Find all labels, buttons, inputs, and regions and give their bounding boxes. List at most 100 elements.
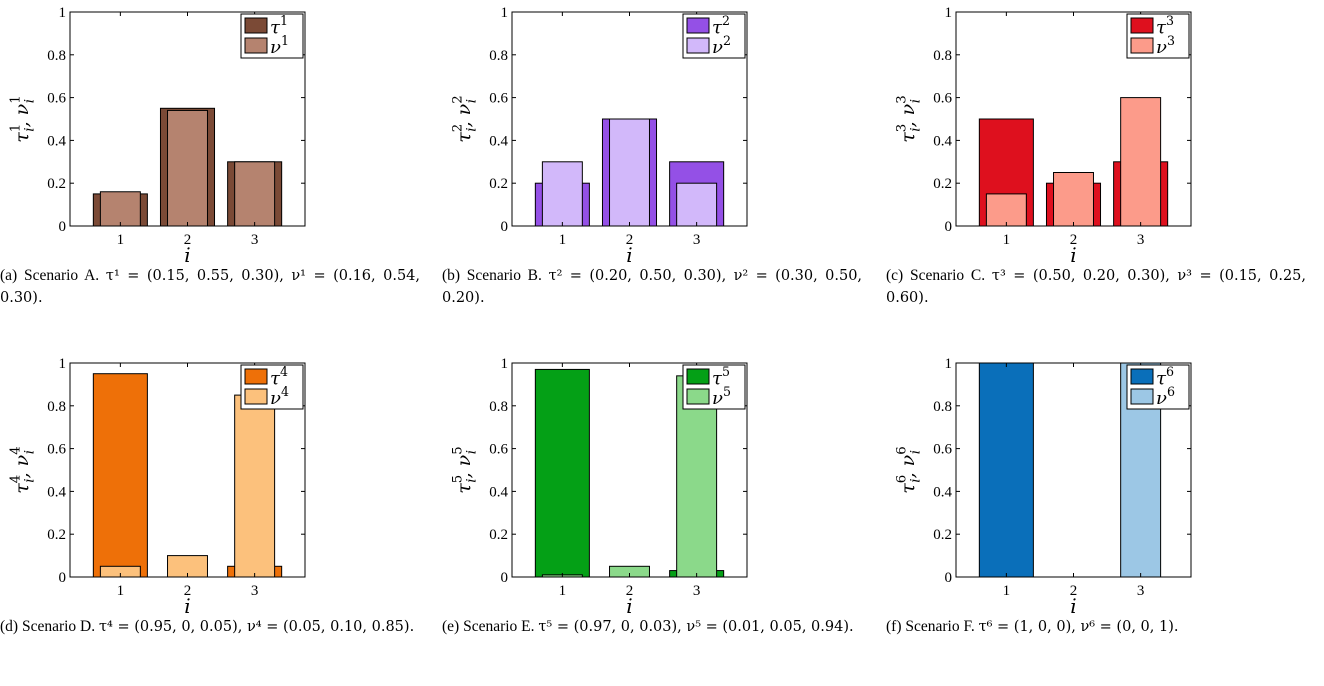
legend-label: τ6​ xyxy=(1156,364,1174,389)
bar-nu-2 xyxy=(1053,172,1094,227)
y-tick-label: 0.6 xyxy=(47,442,66,458)
bar-nu-1 xyxy=(541,161,583,227)
x-tick-label: 1 xyxy=(1003,232,1011,248)
legend-label: τ3​ xyxy=(1156,13,1174,38)
x-axis-label: i xyxy=(626,243,632,267)
y-tick-label: 0.6 xyxy=(47,91,66,107)
y-tick-label: 1 xyxy=(945,356,953,372)
caption-e: (e) Scenario E. τ⁵ = (0.97, 0, 0.03), ν⁵… xyxy=(442,616,862,638)
legend-swatch xyxy=(686,368,710,385)
x-tick-label: 3 xyxy=(251,232,259,248)
bar-chart-c: 0 0.2 0.4 0.6 0.8 1 1 2 3 i τ3i​, ν3i​ τ3​ν3​ xyxy=(894,5,1192,267)
bar-chart-f: 0 0.2 0.4 0.6 0.8 1 1 2 3 i τ6i​, ν6i​ τ6​ν6​ xyxy=(894,356,1192,618)
bar-chart-d: 0 0.2 0.4 0.6 0.8 1 1 2 3 i τ4i​, ν4i​ τ4​ν4​ xyxy=(8,356,306,618)
caption-label: (d) Scenario D. xyxy=(0,618,96,635)
x-tick-label: 1 xyxy=(117,232,125,248)
plot-border xyxy=(69,11,306,227)
y-tick-label: 0.4 xyxy=(47,133,66,149)
chart-panel-f: 0 0.2 0.4 0.6 0.8 1 1 2 3 i τ6i​, ν6i​ τ6​ν6​ (f) S… xyxy=(886,351,1316,681)
caption-text: τ⁶ = (1, 0, 0), ν⁶ = (0, 0, 1). xyxy=(978,619,1179,635)
y-tick-label: 0 xyxy=(59,219,67,235)
y-axis-label: τ3i​, ν3i​ xyxy=(894,95,923,142)
x-axis-label: i xyxy=(1070,594,1076,618)
legend-swatch xyxy=(244,37,268,54)
x-axis-label: i xyxy=(184,594,190,618)
y-axis-label: τ6i​, ν6i​ xyxy=(894,446,923,493)
bar-tau-1 xyxy=(978,362,1034,578)
caption-a: (a) Scenario A. τ¹ = (0.15, 0.55, 0.30),… xyxy=(0,265,420,309)
x-tick-label: 3 xyxy=(693,232,701,248)
y-tick-label: 0.4 xyxy=(489,484,508,500)
bar-chart-e: 0 0.2 0.4 0.6 0.8 1 1 2 3 i τ5i​, ν5i​ τ5​ν5​ xyxy=(450,356,748,618)
y-tick-label: 1 xyxy=(501,356,509,372)
y-tick-label: 0.4 xyxy=(47,484,66,500)
x-tick-label: 2 xyxy=(626,232,634,248)
caption-text: τ² = (0.20, 0.50, 0.30), ν² = (0.30, 0.5… xyxy=(442,268,863,306)
plot-border xyxy=(69,362,306,578)
y-axis-label: τ1i​, ν1i​ xyxy=(8,95,37,142)
y-tick-label: 0.8 xyxy=(489,48,508,64)
caption-text: τ⁵ = (0.97, 0, 0.03), ν⁵ = (0.01, 0.05, … xyxy=(538,619,854,635)
y-tick-label: 0.2 xyxy=(933,176,952,192)
y-tick-label: 0 xyxy=(501,219,509,235)
y-axis-label: τ2i​, ν2i​ xyxy=(450,95,479,142)
legend-label: ν4​ xyxy=(270,384,289,409)
x-tick-label: 2 xyxy=(184,583,192,599)
x-tick-label: 1 xyxy=(1003,583,1011,599)
bar-tau-1 xyxy=(534,368,590,578)
legend-label: ν5​ xyxy=(712,384,731,409)
x-tick-label: 1 xyxy=(117,583,125,599)
caption-text: τ³ = (0.50, 0.20, 0.30), ν³ = (0.15, 0.2… xyxy=(886,268,1307,306)
legend-label: ν3​ xyxy=(1156,33,1175,58)
caption-text: τ¹ = (0.15, 0.55, 0.30), ν¹ = (0.16, 0.5… xyxy=(0,268,421,306)
legend-swatch xyxy=(244,17,268,34)
caption-d: (d) Scenario D. τ⁴ = (0.95, 0, 0.05), ν⁴… xyxy=(0,616,420,638)
x-axis-label: i xyxy=(1070,243,1076,267)
plot-border xyxy=(511,11,748,227)
x-tick-label: 1 xyxy=(559,583,567,599)
legend-label: ν1​ xyxy=(270,33,289,58)
legend-label: τ5​ xyxy=(712,364,730,389)
chart-panel-b: 0 0.2 0.4 0.6 0.8 1 1 2 3 i τ2i​, ν2i​ τ2​ν2​ (b) S… xyxy=(442,0,872,330)
y-tick-label: 0 xyxy=(945,219,953,235)
legend-swatch xyxy=(686,17,710,34)
y-tick-label: 0.8 xyxy=(933,48,952,64)
y-tick-label: 0.4 xyxy=(489,133,508,149)
legend-swatch xyxy=(686,37,710,54)
legend-swatch xyxy=(1130,17,1154,34)
y-tick-label: 1 xyxy=(59,5,67,21)
x-tick-label: 2 xyxy=(184,232,192,248)
bar-chart-a: 0 0.2 0.4 0.6 0.8 1 1 2 3 i τ1i​, ν1i​ τ1​ν1​ xyxy=(8,5,306,267)
legend-label: ν6​ xyxy=(1156,384,1175,409)
y-tick-label: 0.2 xyxy=(489,176,508,192)
y-tick-label: 1 xyxy=(945,5,953,21)
legend-swatch xyxy=(244,388,268,405)
caption-label: (e) Scenario E. xyxy=(442,618,535,635)
bar-nu-3 xyxy=(676,182,718,227)
x-axis-label: i xyxy=(184,243,190,267)
legend-swatch xyxy=(1130,368,1154,385)
x-tick-label: 2 xyxy=(1070,583,1078,599)
y-axis-label: τ5i​, ν5i​ xyxy=(450,446,479,493)
y-tick-label: 1 xyxy=(501,5,509,21)
x-tick-label: 3 xyxy=(1137,583,1145,599)
y-tick-label: 0.6 xyxy=(489,91,508,107)
caption-label: (b) Scenario B. xyxy=(442,267,542,284)
legend-swatch xyxy=(244,368,268,385)
x-tick-label: 1 xyxy=(559,232,567,248)
caption-text: τ⁴ = (0.95, 0, 0.05), ν⁴ = (0.05, 0.10, … xyxy=(99,619,415,635)
caption-c: (c) Scenario C. τ³ = (0.50, 0.20, 0.30),… xyxy=(886,265,1306,309)
caption-label: (a) Scenario A. xyxy=(0,267,100,284)
y-tick-label: 0.8 xyxy=(489,399,508,415)
legend-label: τ1​ xyxy=(270,13,288,38)
bar-nu-1 xyxy=(99,191,141,227)
legend-swatch xyxy=(1130,37,1154,54)
y-tick-label: 1 xyxy=(59,356,67,372)
bar-tau-1 xyxy=(92,373,148,578)
x-tick-label: 3 xyxy=(251,583,259,599)
bar-nu-1 xyxy=(985,193,1027,227)
y-tick-label: 0.2 xyxy=(47,527,66,543)
chart-panel-d: 0 0.2 0.4 0.6 0.8 1 1 2 3 i τ4i​, ν4i​ τ4​ν4​ (d) S… xyxy=(0,351,430,681)
x-tick-label: 2 xyxy=(626,583,634,599)
x-tick-label: 3 xyxy=(693,583,701,599)
